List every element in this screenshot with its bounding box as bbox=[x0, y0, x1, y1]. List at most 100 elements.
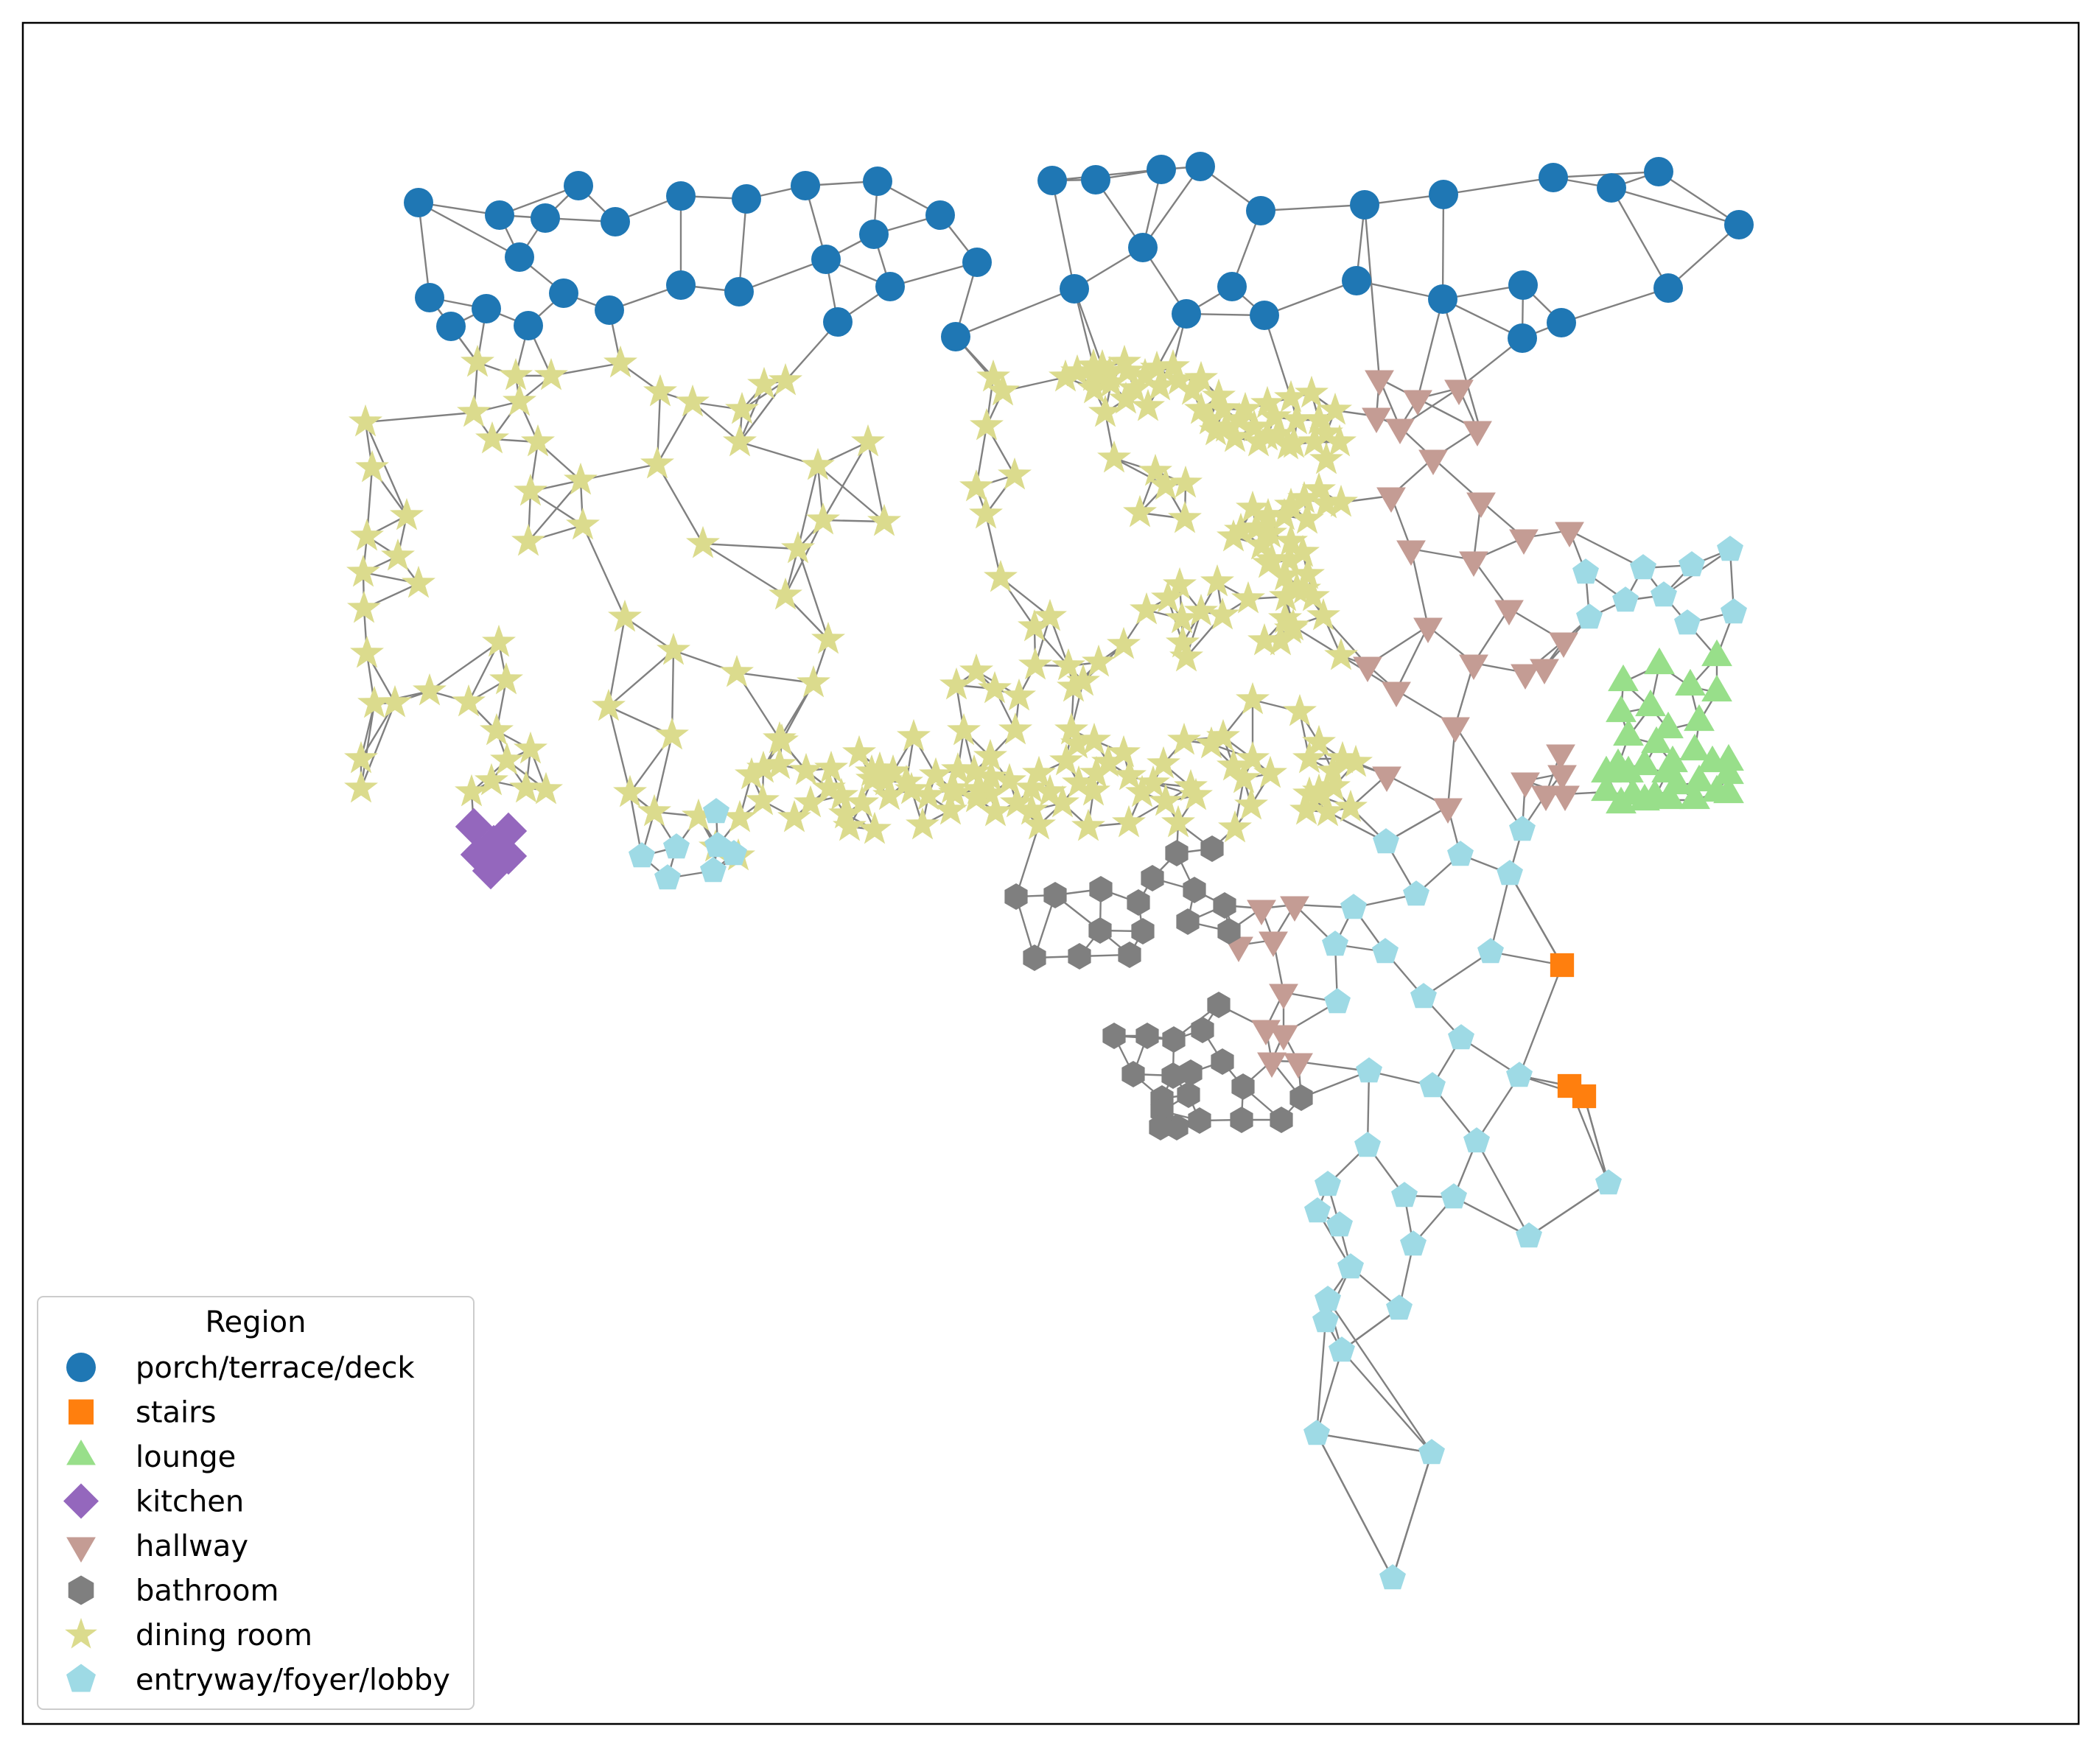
entryway-node bbox=[1576, 603, 1603, 629]
dining-room-node bbox=[974, 759, 1008, 792]
dining-room-node bbox=[833, 808, 867, 841]
lounge-node bbox=[1679, 733, 1710, 761]
dining-room-node bbox=[489, 662, 523, 695]
entryway-node bbox=[1612, 586, 1639, 612]
dining-room-node bbox=[1054, 712, 1088, 745]
dining-room-node bbox=[828, 796, 862, 829]
dining-room-node bbox=[1033, 774, 1067, 807]
entryway-node bbox=[1418, 1439, 1445, 1465]
dining-room-node bbox=[1231, 581, 1265, 614]
entryway-node bbox=[1356, 1057, 1382, 1083]
dining-room-node bbox=[613, 774, 647, 807]
bathroom-node bbox=[1149, 1114, 1172, 1140]
dining-room-node bbox=[357, 685, 391, 718]
dining-room-node bbox=[511, 523, 545, 556]
dining-room-node bbox=[998, 712, 1032, 745]
dining-room-node bbox=[723, 799, 757, 833]
porch-node bbox=[1037, 166, 1067, 195]
graph-edge bbox=[1528, 1182, 1609, 1237]
dining-room-node bbox=[1309, 486, 1343, 519]
dining-room-node bbox=[1268, 600, 1302, 634]
dining-room-node bbox=[1082, 644, 1116, 677]
hallway-node bbox=[1555, 522, 1584, 547]
bathroom-node bbox=[1270, 1107, 1293, 1133]
lounge-node bbox=[1641, 726, 1672, 754]
graph-edge bbox=[608, 650, 674, 707]
porch-node bbox=[1539, 163, 1568, 192]
dining-room-node bbox=[1271, 427, 1305, 460]
dining-room-node bbox=[643, 374, 677, 407]
legend-marker-triangle-down bbox=[66, 1537, 96, 1563]
dining-room-node bbox=[655, 717, 689, 750]
dining-room-node bbox=[1123, 494, 1157, 527]
dining-room-node bbox=[1242, 424, 1275, 457]
hallway-node bbox=[1280, 896, 1309, 922]
dining-room-node bbox=[452, 684, 486, 717]
graph-edge bbox=[429, 642, 500, 692]
bathroom-node bbox=[1179, 1059, 1203, 1086]
dining-room-node bbox=[842, 735, 876, 768]
lounge-node bbox=[1629, 783, 1660, 811]
dining-room-node bbox=[350, 635, 384, 668]
hallway-node bbox=[1494, 600, 1524, 625]
hallway-node bbox=[1396, 540, 1426, 566]
dining-room-node bbox=[1318, 392, 1352, 425]
dining-room-node bbox=[1113, 757, 1147, 791]
legend-label: porch/terrace/deck bbox=[136, 1351, 415, 1385]
graph-edge bbox=[1416, 298, 1444, 399]
entryway-node bbox=[1312, 1307, 1339, 1333]
hallway-node bbox=[1284, 1053, 1313, 1079]
dining-room-node bbox=[1033, 598, 1067, 631]
dining-room-node bbox=[1066, 663, 1100, 696]
dining-room-node bbox=[973, 738, 1007, 771]
dining-room-node bbox=[1147, 746, 1180, 779]
entryway-node bbox=[1391, 1182, 1418, 1208]
entryway-node bbox=[1326, 1211, 1353, 1237]
dining-room-node bbox=[1283, 693, 1317, 726]
porch-node bbox=[1172, 299, 1201, 329]
bathroom-node bbox=[1043, 882, 1067, 908]
bathroom-node bbox=[1207, 992, 1231, 1018]
dining-room-node bbox=[637, 793, 671, 827]
porch-node bbox=[1508, 323, 1537, 353]
dining-room-node bbox=[347, 590, 381, 623]
entryway-node bbox=[1516, 1222, 1542, 1248]
bathroom-node bbox=[1089, 876, 1113, 902]
dining-room-node bbox=[1156, 348, 1190, 382]
dining-room-node bbox=[889, 764, 923, 797]
dining-room-node bbox=[979, 793, 1012, 827]
porch-node bbox=[875, 272, 905, 301]
porch-node bbox=[1186, 152, 1215, 181]
bathroom-node bbox=[1162, 1026, 1186, 1053]
hallway-node bbox=[1550, 785, 1580, 811]
entryway-node bbox=[1403, 880, 1429, 906]
graph-edge bbox=[1315, 1320, 1327, 1434]
graph-edge bbox=[889, 261, 978, 288]
graph-edge bbox=[736, 671, 814, 684]
graph-edge bbox=[653, 735, 673, 813]
dining-room-node bbox=[941, 751, 975, 785]
porch-node bbox=[601, 207, 630, 236]
graph-edge bbox=[1472, 608, 1511, 664]
entryway-node bbox=[1373, 828, 1399, 854]
dining-room-node bbox=[1107, 735, 1141, 768]
entryway-node bbox=[1506, 1062, 1533, 1087]
dining-room-node bbox=[1276, 608, 1310, 641]
dining-room-node bbox=[978, 670, 1012, 704]
legend-box bbox=[37, 1296, 475, 1710]
dining-room-node bbox=[402, 565, 435, 598]
hallway-node bbox=[1259, 931, 1288, 957]
dining-room-node bbox=[811, 621, 845, 654]
dining-room-node bbox=[976, 359, 1010, 392]
bathroom-node bbox=[1023, 944, 1046, 971]
bathroom-node bbox=[1118, 942, 1141, 968]
dining-room-node bbox=[566, 507, 600, 540]
dining-room-node bbox=[1268, 558, 1302, 591]
dining-room-node bbox=[640, 446, 674, 479]
bathroom-node bbox=[1131, 918, 1155, 944]
dining-room-node bbox=[1236, 740, 1270, 774]
bathroom-node bbox=[1191, 1017, 1214, 1043]
dining-room-node bbox=[1018, 609, 1051, 642]
dining-room-node bbox=[1287, 571, 1321, 604]
lounge-node bbox=[1684, 764, 1715, 792]
